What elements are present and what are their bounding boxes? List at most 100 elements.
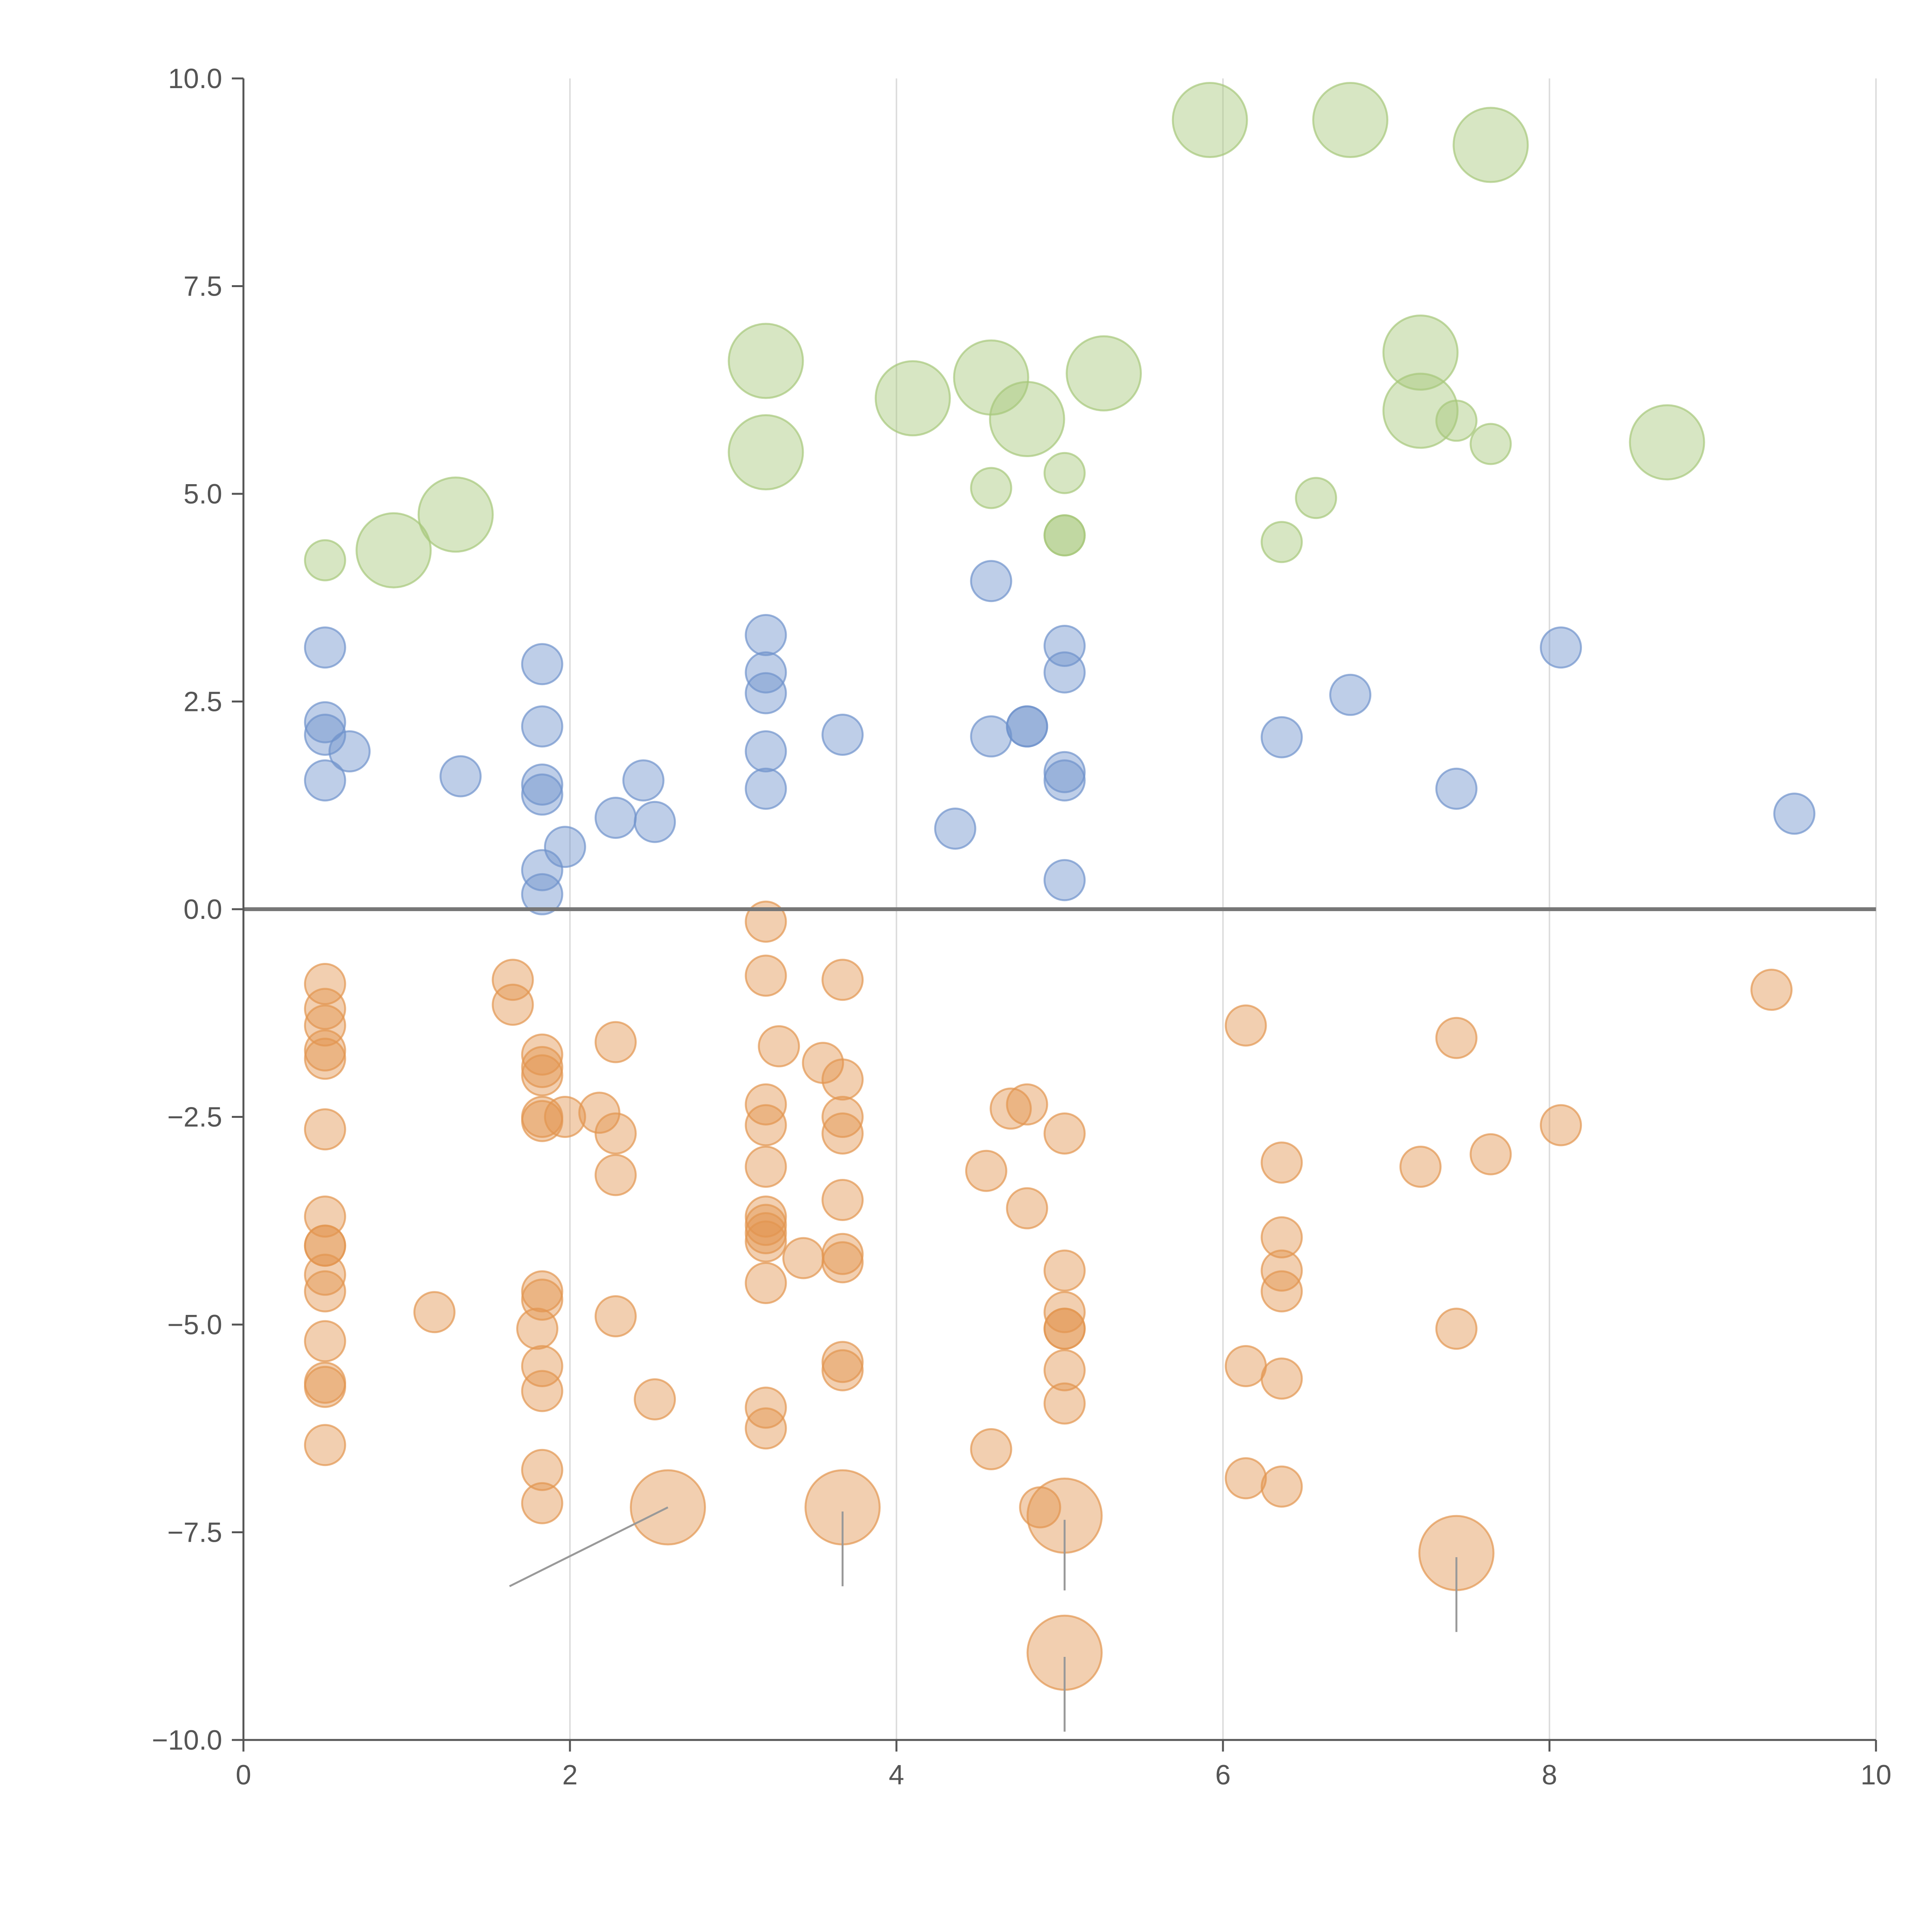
negative-point (1260, 1357, 1303, 1400)
negative-point (304, 1108, 346, 1151)
positive-high-point (989, 381, 1065, 457)
negative-point (821, 959, 864, 1001)
negative-point (521, 1054, 563, 1097)
negative-point (634, 1378, 676, 1420)
positive-high-point (1066, 335, 1142, 412)
negative-point (745, 1104, 787, 1146)
positive-high-point (355, 512, 432, 588)
positive-low-point (521, 705, 563, 748)
negative-point (304, 1424, 346, 1466)
negative-point (1225, 1004, 1267, 1047)
negative-point (304, 1366, 346, 1408)
y-tick-label: −2.5 (167, 1102, 222, 1133)
positive-high-point (1043, 452, 1086, 494)
positive-low-point (745, 614, 787, 656)
negative-point (745, 900, 787, 943)
positive-low-point (521, 849, 563, 891)
positive-low-point (521, 873, 563, 915)
positive-high-point (1629, 404, 1705, 481)
y-tick-label: 0.0 (184, 894, 222, 925)
negative-point (821, 1179, 864, 1221)
positive-high-point (1435, 400, 1478, 442)
positive-low-point (745, 767, 787, 810)
y-tick-label: 2.5 (184, 687, 222, 718)
negative-point (1006, 1083, 1048, 1126)
negative-point (304, 1225, 346, 1267)
negative-point (1043, 1291, 1086, 1333)
negative-point (745, 1262, 787, 1304)
positive-low-point (439, 755, 482, 798)
positive-low-point (521, 773, 563, 816)
negative-point (594, 1112, 637, 1155)
y-tick-label: −5.0 (167, 1310, 222, 1340)
y-tick-label: −10.0 (152, 1725, 222, 1756)
positive-high-point (1043, 514, 1086, 556)
positive-low-point (1773, 793, 1816, 835)
negative-point (1006, 1187, 1048, 1230)
negative-point (745, 1407, 787, 1450)
positive-high-point (417, 476, 494, 553)
x-tick-label: 6 (1215, 1760, 1231, 1791)
negative-point (745, 1146, 787, 1188)
positive-low-point (1329, 673, 1372, 716)
negative-point (782, 1237, 825, 1279)
data-points (304, 82, 1816, 1691)
positive-low-point (821, 714, 864, 756)
negative-point (1043, 1382, 1086, 1425)
negative-point (521, 1449, 563, 1491)
positive-low-point (521, 643, 563, 685)
negative-point (1225, 1457, 1267, 1500)
negative-point (821, 1349, 864, 1391)
positive-low-point (544, 826, 586, 868)
positive-high-point (728, 323, 804, 399)
positive-high-point (304, 539, 346, 582)
negative-point (413, 1291, 456, 1333)
negative-point (594, 1295, 637, 1337)
positive-low-point (934, 807, 976, 850)
positive-low-point (304, 626, 346, 669)
positive-low-point (970, 715, 1012, 758)
negative-point (745, 954, 787, 997)
negative-point (1435, 1308, 1478, 1350)
negative-point (970, 1428, 1012, 1470)
y-tick-label: 10.0 (168, 63, 222, 94)
positive-low-point (745, 672, 787, 714)
x-tick-label: 0 (236, 1760, 251, 1791)
positive-high-point (1382, 315, 1459, 391)
positive-high-point (1172, 82, 1248, 158)
negative-point (745, 1220, 787, 1263)
axis-ticks: 10.0 7.5 5.0 2.5 0.0 −2.5 −5.0 −7.5 −10.0 0 2 4 6 8 10 (152, 63, 1891, 1791)
positive-low-point (1043, 759, 1086, 802)
negative-point (758, 1025, 800, 1068)
positive-low-point (304, 759, 346, 802)
negative-point (304, 1320, 346, 1362)
positive-low-point (328, 730, 371, 772)
negative-point (1435, 1017, 1478, 1059)
positive-low-point (622, 759, 665, 802)
positive-low-point (970, 560, 1012, 602)
negative-point (521, 1482, 563, 1524)
negative-point (521, 1370, 563, 1412)
positive-low-point (594, 797, 637, 839)
negative-point (304, 1270, 346, 1313)
negative-point (578, 1092, 621, 1134)
negative-point (304, 988, 346, 1030)
positive-high-point (1469, 423, 1512, 465)
negative-point (304, 963, 346, 1005)
negative-point (821, 1096, 864, 1138)
negative-point (990, 1087, 1032, 1130)
positive-low-point (1006, 705, 1048, 748)
positive-low-point (1043, 859, 1086, 901)
x-tick-label: 4 (889, 1760, 904, 1791)
x-tick-label: 8 (1542, 1760, 1557, 1791)
y-tick-label: 5.0 (184, 479, 222, 510)
negative-point (1043, 1349, 1086, 1391)
positive-low-point (1540, 626, 1582, 669)
negative-point (594, 1154, 637, 1196)
positive-low-point (1043, 651, 1086, 694)
annotation-leader-line (509, 1506, 668, 1587)
positive-low-point (1260, 716, 1303, 759)
positive-high-point (1260, 521, 1303, 563)
positive-low-point (1435, 767, 1478, 810)
